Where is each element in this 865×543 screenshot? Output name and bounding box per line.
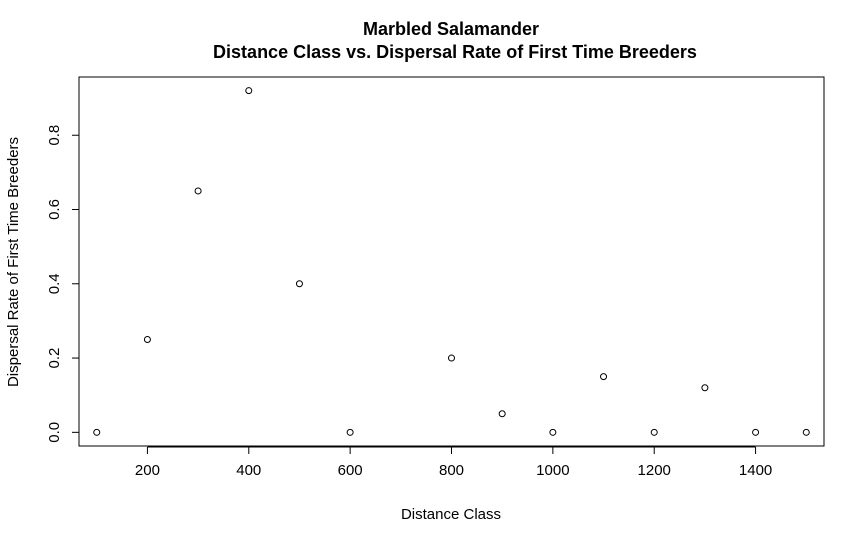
data-points [93, 87, 810, 436]
data-point [650, 428, 658, 436]
x-tick-label: 1200 [638, 462, 671, 479]
data-point [346, 428, 354, 436]
data-point [245, 87, 253, 95]
chart-title: Marbled Salamander [363, 19, 539, 39]
x-tick-label: 1000 [536, 462, 569, 479]
x-tick-label: 400 [236, 462, 261, 479]
data-point [752, 428, 760, 436]
y-axis-label: Dispersal Rate of First Time Breeders [5, 137, 22, 387]
data-point [143, 335, 151, 343]
y-tick-label: 0.8 [46, 125, 63, 146]
x-tick-label: 200 [135, 462, 160, 479]
data-point [701, 384, 709, 392]
y-tick-label: 0.0 [46, 422, 63, 443]
data-point [448, 354, 455, 362]
data-point [802, 428, 810, 436]
x-tick-label: 1400 [739, 462, 772, 479]
data-point [498, 410, 506, 418]
y-axis: 0.0 0.2 0.4 0.6 0.8 [46, 125, 80, 443]
data-point [93, 428, 101, 436]
x-axis: 200 400 600 800 1000 1200 1400 [135, 446, 772, 479]
data-point [549, 428, 557, 436]
data-point [194, 187, 202, 195]
data-point [600, 373, 608, 381]
x-tick-label: 600 [338, 462, 363, 479]
y-tick-label: 0.6 [46, 199, 63, 220]
x-axis-label: Distance Class [401, 506, 501, 523]
chart-subtitle: Distance Class vs. Dispersal Rate of Fir… [213, 42, 697, 62]
y-tick-label: 0.2 [46, 348, 63, 369]
y-tick-label: 0.4 [46, 273, 63, 294]
data-point [295, 280, 303, 288]
x-tick-label: 800 [439, 462, 464, 479]
